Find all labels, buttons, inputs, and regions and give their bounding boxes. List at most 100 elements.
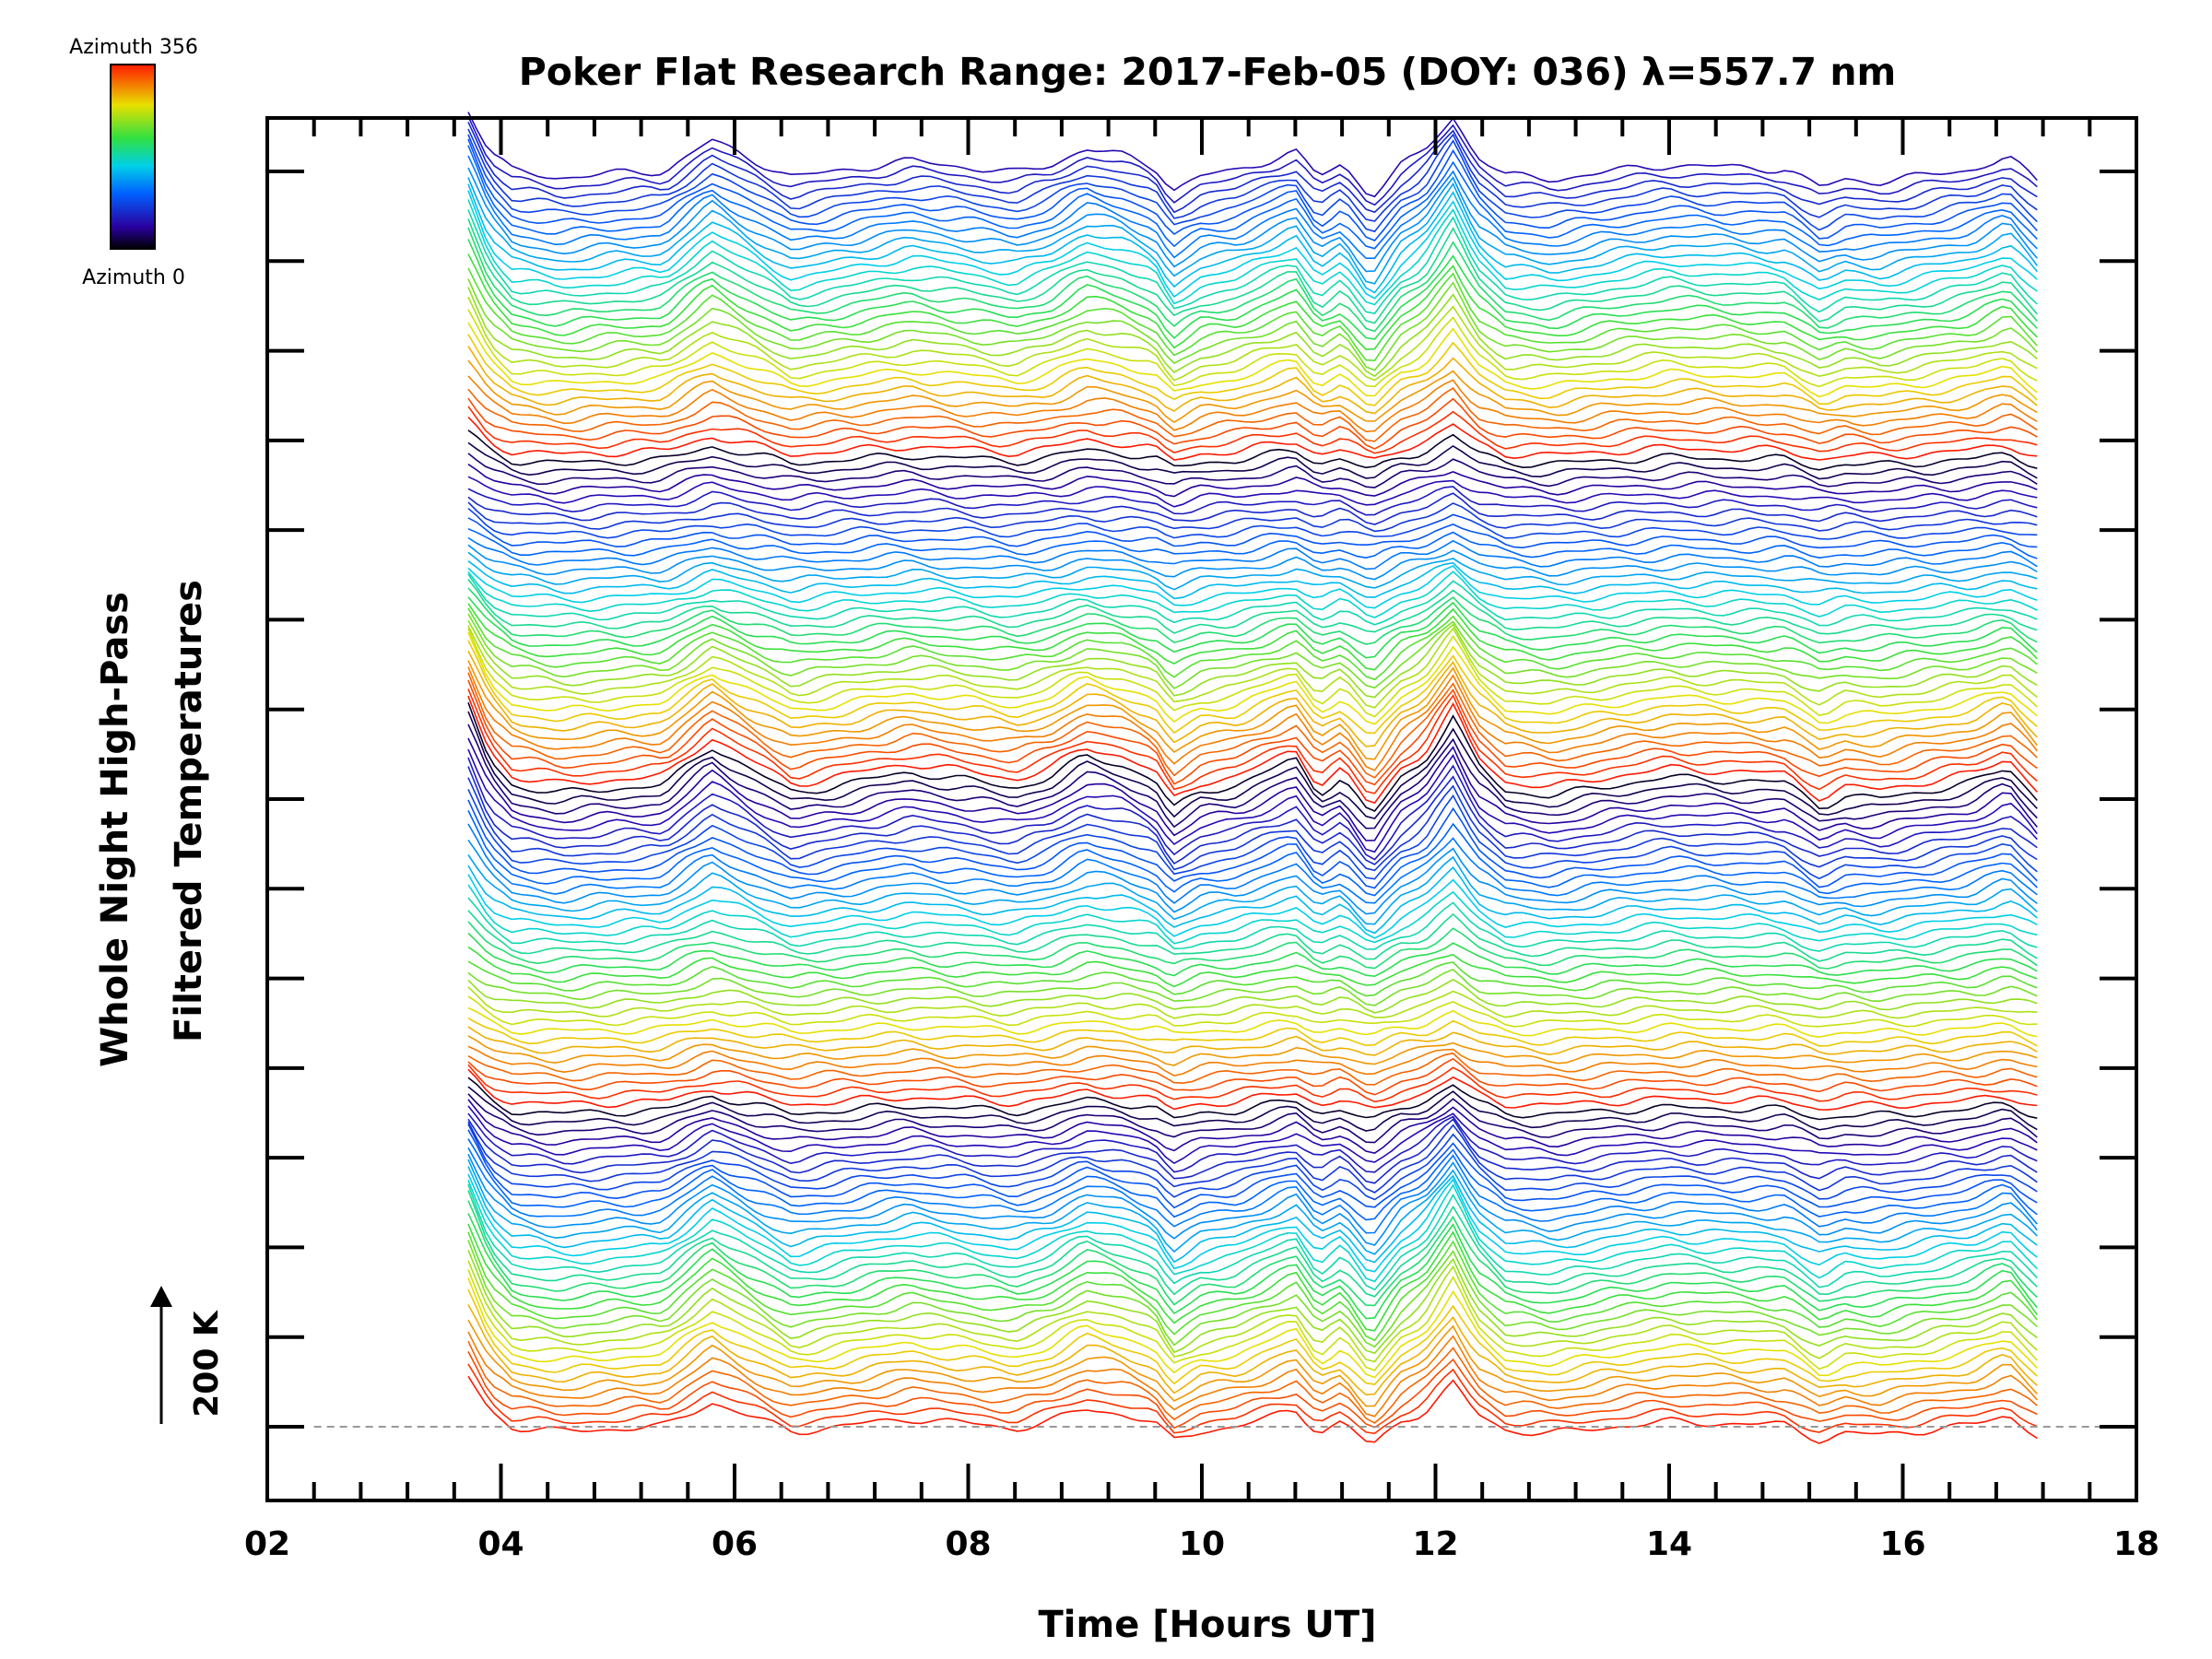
trace-line: [467, 1052, 2038, 1086]
y-axis-label-line1: Whole Night High-Pass: [94, 592, 136, 1067]
trace-line: [467, 560, 2038, 600]
trace-line: [467, 986, 2038, 1019]
trace-line: [467, 334, 2038, 406]
trace-line: [467, 134, 2038, 233]
x-tick-label: 06: [712, 1525, 758, 1563]
trace-line: [467, 571, 2038, 618]
trace-line: [467, 190, 2038, 300]
trace-line: [467, 1200, 2038, 1307]
trace-line: [467, 527, 2038, 559]
trace-line: [467, 227, 2038, 333]
trace-line: [467, 138, 2038, 241]
trace-line: [467, 968, 2038, 1006]
trace-line: [467, 1183, 2038, 1291]
trace-line: [467, 387, 2038, 442]
trace-line: [467, 789, 2038, 880]
x-tick-label: 02: [244, 1525, 290, 1563]
trace-line: [467, 688, 2038, 794]
trace-line: [467, 287, 2038, 378]
trace-line: [467, 1231, 2038, 1342]
trace-line: [467, 1147, 2038, 1234]
trace-line: [467, 853, 2038, 925]
trace-line: [467, 167, 2038, 273]
trace-line: [467, 799, 2038, 889]
trace-line: [467, 1288, 2038, 1385]
trace-line: [467, 737, 2038, 841]
trace-line: [467, 1180, 2038, 1283]
trace-line: [467, 666, 2038, 771]
trace-line: [467, 1304, 2038, 1396]
trace-line: [467, 1035, 2038, 1066]
trace-line: [467, 823, 2038, 904]
trace-line: [467, 960, 2038, 997]
trace-line: [467, 724, 2038, 830]
trace-line: [467, 309, 2038, 388]
trace-line: [467, 1077, 2038, 1121]
trace-line: [467, 619, 2038, 699]
trace-line: [467, 1319, 2038, 1407]
trace-line: [467, 672, 2038, 779]
trace-line: [467, 183, 2038, 294]
trace-line: [467, 464, 2038, 498]
traces: [467, 112, 2038, 1444]
trace-line: [467, 865, 2038, 935]
trace-line: [467, 486, 2038, 516]
trace-line: [467, 631, 2038, 725]
trace-line: [467, 517, 2038, 549]
trace-line: [467, 346, 2038, 415]
trace-line: [467, 1006, 2038, 1039]
trace-line: [467, 839, 2038, 915]
trace-line: [467, 322, 2038, 398]
trace-line: [467, 359, 2038, 424]
trace-line: [467, 544, 2038, 581]
trace-line: [467, 651, 2038, 747]
trace-line: [467, 607, 2038, 681]
trace-line: [467, 695, 2038, 805]
trace-line: [467, 660, 2038, 760]
trace-line: [467, 701, 2038, 812]
trace-line: [467, 1269, 2038, 1371]
trace-line: [467, 1086, 2038, 1132]
trace-line: [467, 1173, 2038, 1273]
trace-line: [467, 507, 2038, 540]
trace-line: [467, 777, 2038, 872]
trace-line: [467, 1112, 2038, 1173]
trace-line: [467, 628, 2038, 718]
trace-line: [467, 128, 2038, 222]
trace-line: [467, 1068, 2038, 1111]
x-tick-label: 04: [477, 1525, 524, 1563]
trace-line: [467, 1124, 2038, 1201]
trace-line: [467, 218, 2038, 324]
trace-line: [467, 897, 2038, 952]
trace-line: [467, 1045, 2038, 1077]
trace-line: [467, 209, 2038, 314]
scale-arrow-head: [150, 1286, 172, 1307]
trace-line: [467, 757, 2038, 861]
trace-line: [467, 932, 2038, 978]
trace-line: [467, 1118, 2038, 1184]
trace-line: [467, 1064, 2038, 1103]
trace-line: [467, 1105, 2038, 1165]
trace-line: [467, 253, 2038, 350]
x-tick-label: 18: [2113, 1525, 2159, 1563]
trace-line: [467, 417, 2038, 461]
trace-line: [467, 239, 2038, 340]
trace-line: [467, 946, 2038, 988]
trace-line: [467, 1153, 2038, 1246]
trace-line: [467, 1121, 2038, 1194]
trace-line: [467, 565, 2038, 609]
scale-bar-label: 200 K: [188, 1310, 226, 1418]
trace-line: [467, 573, 2038, 627]
trace-line: [467, 1250, 2038, 1355]
trace-line: [467, 1093, 2038, 1144]
trace-line: [467, 1277, 2038, 1379]
trace-line: [467, 978, 2038, 1014]
trace-line: [467, 145, 2038, 250]
trace-line: [467, 1026, 2038, 1056]
trace-line: [467, 492, 2038, 525]
trace-line: [467, 1159, 2038, 1255]
trace-line: [467, 406, 2038, 454]
trace-line: [467, 375, 2038, 433]
trace-line: [467, 112, 2038, 198]
trace-line: [467, 748, 2038, 853]
